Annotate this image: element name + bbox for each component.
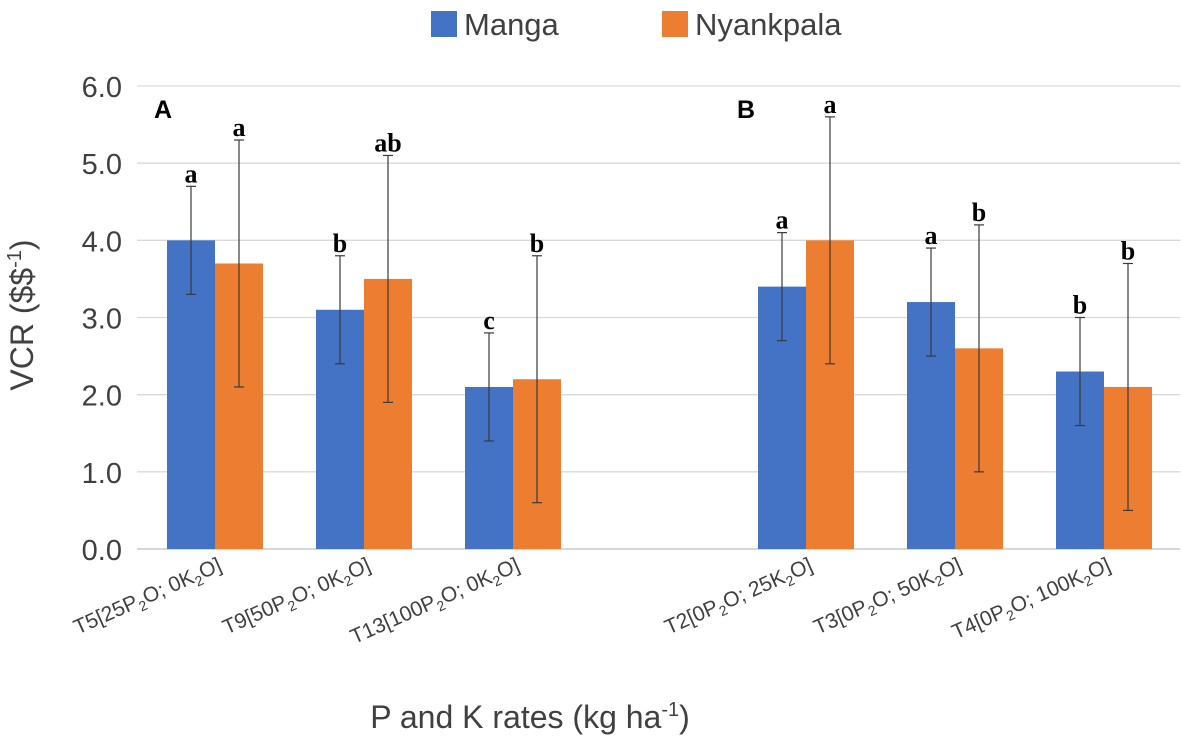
error-bar	[532, 255, 542, 504]
y-axis-ticks: 0.0 1.0 2.0 3.0 4.0 5.0 6.0	[82, 72, 122, 567]
panel-label-b: B	[737, 96, 755, 124]
legend-label: Nyankpala	[695, 7, 842, 42]
error-bar	[974, 224, 984, 473]
y-tick-label: 6.0	[82, 72, 122, 104]
legend-item-nyankpala: Nyankpala	[662, 7, 842, 42]
y-tick-label: 4.0	[82, 226, 122, 258]
significance-letter: a	[824, 90, 837, 119]
error-bar	[1075, 316, 1085, 427]
legend-swatch	[431, 11, 457, 37]
y-tick-label: 2.0	[82, 381, 122, 413]
legend-item-manga: Manga	[431, 7, 560, 42]
error-bar	[1123, 262, 1133, 512]
legend-swatch	[662, 11, 688, 37]
x-tick-label: T2[0P2O; 25K2O]	[661, 554, 817, 642]
error-bar	[484, 332, 494, 442]
x-tick-label: T13[100P2O; 0K2O]	[347, 554, 524, 652]
error-bar	[234, 139, 244, 388]
legend-label: Manga	[464, 7, 560, 42]
significance-letter: a	[925, 221, 938, 250]
legend: Manga Nyankpala	[431, 7, 842, 42]
y-tick-label: 5.0	[82, 149, 122, 181]
significance-letter: b	[1073, 291, 1087, 320]
y-axis-label: VCR ($$-1)	[4, 239, 40, 390]
error-bar	[186, 185, 196, 295]
error-bar	[335, 255, 345, 365]
error-bar	[383, 154, 393, 403]
error-bar	[777, 232, 787, 342]
significance-letter: a	[185, 159, 198, 188]
error-bars	[186, 116, 1133, 512]
y-tick-label: 1.0	[82, 458, 122, 490]
significance-letter: b	[1121, 236, 1135, 265]
x-axis-label: P and K rates (kg ha-1)	[370, 699, 690, 735]
x-axis-ticks: T5[25P2O; 0K2O]T9[50P2O; 0K2O]T13[100P2O…	[70, 554, 1116, 652]
error-bar	[926, 247, 936, 357]
x-tick-label: T3[0P2O; 50K2O]	[810, 554, 966, 642]
significance-letter: a	[233, 113, 246, 142]
significance-letter: c	[483, 306, 495, 335]
significance-letter: b	[530, 229, 544, 258]
significance-letter: ab	[374, 128, 401, 157]
y-tick-label: 3.0	[82, 304, 122, 336]
significance-letter: a	[776, 206, 789, 235]
significance-letter: b	[972, 198, 986, 227]
gridlines	[137, 85, 1180, 550]
x-tick-label: T4[0P2O; 100K2O]	[949, 554, 1116, 647]
panel-label-a: A	[154, 96, 172, 124]
significance-letter: b	[333, 229, 347, 258]
error-bar	[825, 116, 835, 365]
y-tick-label: 0.0	[82, 535, 122, 567]
